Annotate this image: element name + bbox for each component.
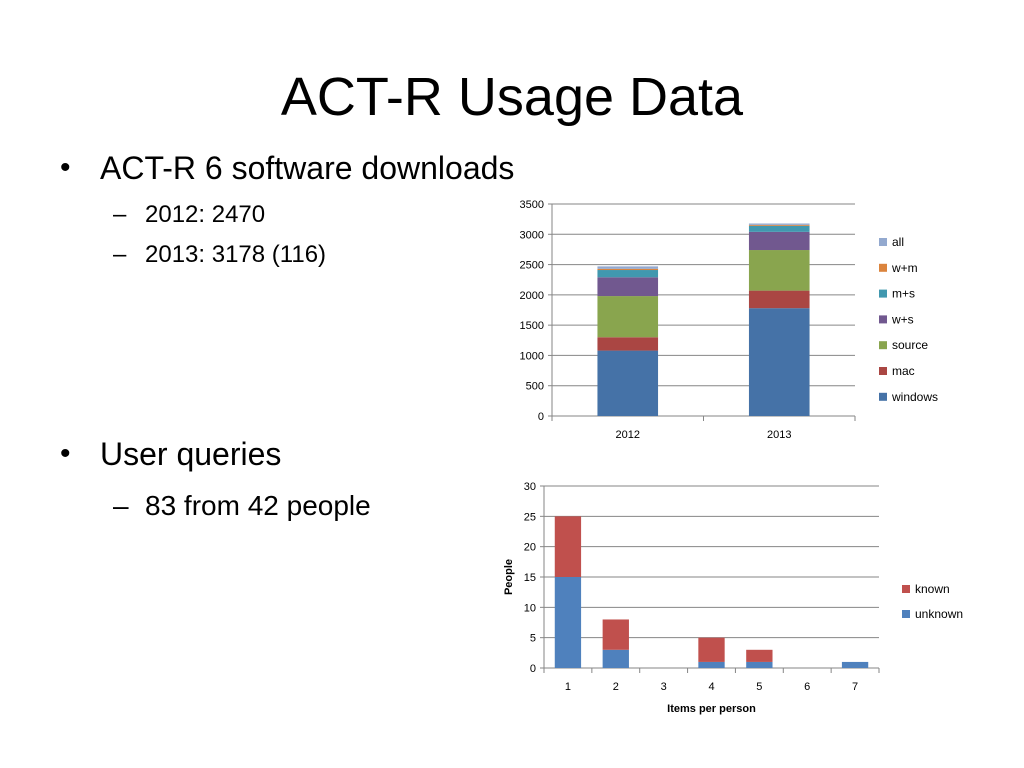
bar-known-5 (746, 649, 773, 662)
y-tick-label: 5 (530, 633, 536, 645)
legend-swatch-windows (879, 392, 887, 401)
downloads-chart: 0 500 1000 1500 2000 2500 3000 3500 2012 2013 all w… (520, 199, 939, 441)
bar-w-s-2013 (748, 231, 810, 251)
legend-swatch-known (902, 585, 910, 593)
bullet-dot: • (60, 151, 71, 184)
legend-swatch-m-s (879, 289, 887, 298)
sub-bullet-2013-text: 2013: 3178 (116) (145, 241, 327, 268)
bar-unknown-4 (698, 661, 725, 668)
bar-w-s-2012 (597, 277, 659, 297)
y-tick-label: 3500 (520, 199, 544, 211)
bar-all-2012 (597, 266, 659, 269)
bar-m-s-2012 (597, 270, 659, 278)
dash: – (113, 490, 129, 521)
bar-known-2 (602, 619, 629, 650)
y-tick-label: 0 (538, 411, 544, 423)
y-tick-label: 3000 (520, 229, 544, 241)
y-tick-label: 2000 (520, 290, 544, 302)
legend-label-w-s: w+s (891, 312, 914, 326)
legend-label-windows: windows (891, 390, 938, 404)
x-tick-label: 7 (852, 681, 858, 693)
legend-label-w-m: w+m (891, 261, 918, 275)
legend-swatch-source (879, 341, 887, 350)
x-tick-label: 2012 (616, 429, 640, 441)
legend-swatch-w-m (879, 263, 887, 272)
queries-chart: 0 5 10 15 20 25 30 1 2 3 4 5 6 7 known unknown Items per… (503, 481, 963, 715)
sub-bullet-2012: – 2012: 2470 (113, 200, 266, 230)
bar-mac-2013 (748, 290, 810, 309)
bar-w-m-2012 (597, 268, 659, 271)
y-tick-label: 1500 (520, 320, 544, 332)
x-tick-label: 2013 (767, 429, 791, 441)
x-tick-label: 6 (804, 681, 810, 693)
legend-label-unknown: unknown (915, 607, 963, 621)
y-tick-label: 20 (524, 542, 536, 554)
x-tick-label: 1 (565, 681, 571, 693)
y-axis-title: People (503, 559, 515, 595)
legend-swatch-unknown (902, 610, 910, 618)
dash: – (113, 241, 127, 268)
bar-windows-2012 (597, 350, 659, 416)
y-tick-label: 1000 (520, 350, 544, 362)
x-axis-title: Items per person (667, 703, 756, 715)
bullet-queries-text: User queries (100, 436, 282, 472)
y-tick-label: 500 (526, 381, 544, 393)
bar-m-s-2013 (748, 225, 810, 232)
y-tick-label: 30 (524, 481, 536, 493)
bar-unknown-2 (602, 649, 629, 668)
y-tick-label: 25 (524, 511, 536, 523)
bar-source-2013 (748, 250, 810, 291)
bar-all-2013 (748, 223, 810, 225)
sub-bullet-2013: – 2013: 3178 (116) (113, 240, 327, 270)
bar-mac-2012 (597, 337, 659, 351)
dash: – (113, 201, 127, 228)
bullet-downloads: • ACT-R 6 software downloads (60, 148, 515, 188)
bar-known-4 (698, 637, 725, 662)
sub-bullet-queries: – 83 from 42 people (113, 490, 371, 522)
x-tick-label: 4 (708, 681, 714, 693)
bullet-dot: • (60, 437, 71, 470)
y-tick-label: 10 (524, 602, 536, 614)
legend-swatch-w-s (879, 315, 887, 324)
bar-source-2012 (597, 296, 659, 338)
bar-unknown-7 (841, 661, 869, 668)
slide-title: ACT-R Usage Data (280, 67, 744, 127)
y-tick-label: 15 (524, 572, 536, 584)
sub-bullet-2012-text: 2012: 2470 (145, 201, 266, 228)
legend-label-m-s: m+s (892, 287, 915, 301)
sub-bullet-queries-text: 83 from 42 people (145, 490, 371, 521)
bar-unknown-5 (746, 661, 773, 668)
bullet-downloads-text: ACT-R 6 software downloads (100, 150, 515, 186)
legend-swatch-all (879, 238, 887, 246)
y-tick-label: 0 (530, 663, 536, 675)
x-tick-label: 5 (756, 681, 762, 693)
bar-unknown-1 (554, 577, 582, 668)
x-tick-label: 2 (613, 681, 619, 693)
legend-label-all: all (892, 235, 904, 249)
bar-known-1 (554, 516, 582, 577)
y-tick-label: 2500 (520, 260, 544, 272)
x-tick-label: 3 (661, 681, 667, 693)
legend-label-source: source (892, 338, 928, 352)
bar-w-m-2013 (748, 224, 810, 226)
bullet-queries: • User queries (60, 434, 282, 474)
legend-label-known: known (915, 582, 950, 596)
legend-swatch-mac (879, 367, 887, 375)
bar-windows-2013 (748, 308, 810, 416)
legend-label-mac: mac (892, 364, 915, 378)
